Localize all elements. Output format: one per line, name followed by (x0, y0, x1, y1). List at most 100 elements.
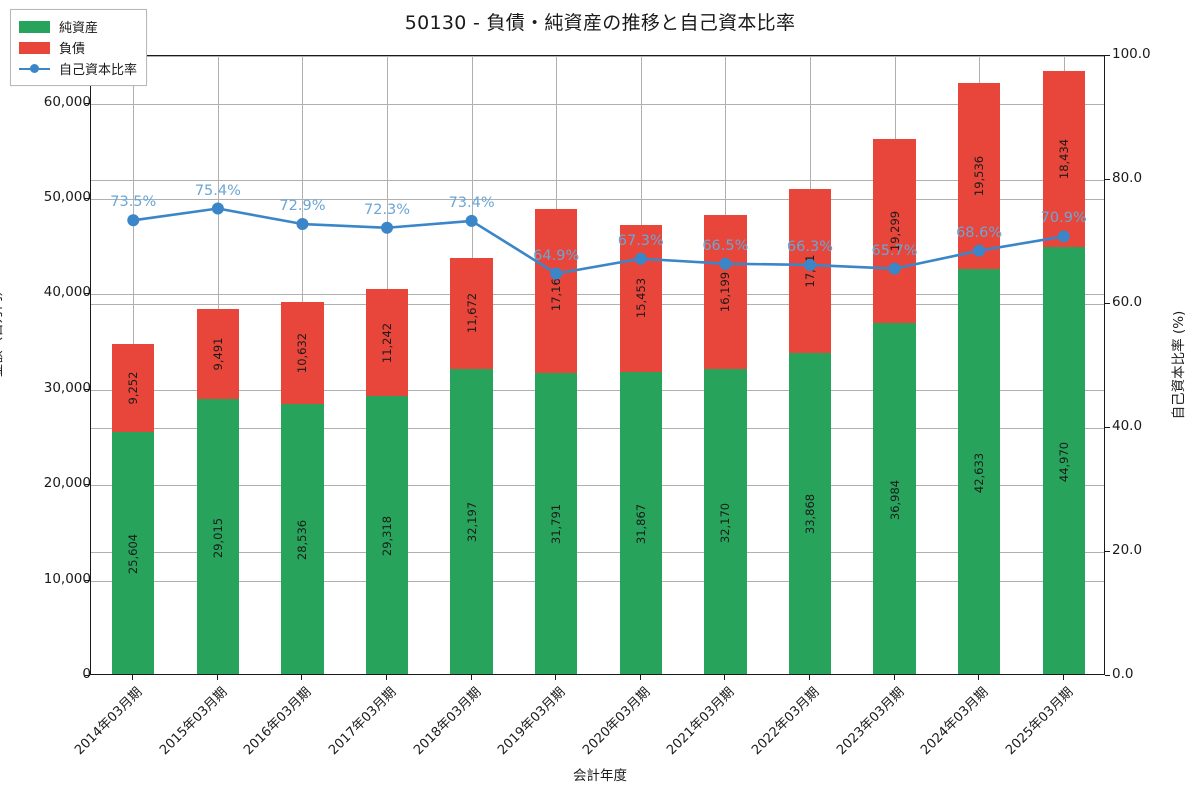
bar-segment-net-assets[interactable] (112, 431, 155, 674)
bar-segment-net-assets[interactable] (873, 323, 916, 674)
gridline-horizontal (91, 304, 1104, 305)
bar-segment-net-assets[interactable] (281, 403, 324, 674)
y-axis-tickmark-left (85, 579, 90, 581)
bar-segment-liabilities[interactable] (873, 139, 916, 324)
ratio-value-label: 70.9% (1040, 210, 1087, 227)
bar-segment-net-assets[interactable] (535, 372, 578, 674)
y-axis-tick-right: 80.0 (1112, 170, 1143, 186)
y-axis-tick-left: 40,000 (43, 284, 91, 301)
x-axis-tickmark (893, 675, 895, 680)
ratio-value-label: 75.4% (194, 182, 241, 199)
x-axis-tickmark (386, 675, 388, 680)
y-axis-label-left: 金額（百万円） (0, 282, 5, 378)
ratio-value-label: 66.3% (786, 238, 833, 255)
y-axis-tickmark-left (85, 102, 90, 104)
y-axis-tick-left: 30,000 (43, 379, 91, 396)
y-axis-tickmark-left (85, 293, 90, 295)
legend-line-marker-icon (19, 63, 50, 75)
bar-segment-net-assets[interactable] (619, 372, 662, 674)
ratio-value-label: 66.5% (702, 237, 749, 254)
bar-segment-net-assets[interactable] (1042, 247, 1085, 674)
bar-segment-liabilities[interactable] (957, 83, 1001, 270)
bar-segment-liabilities[interactable] (535, 209, 578, 373)
ratio-value-label: 72.3% (363, 201, 411, 218)
x-axis-tickmark (301, 675, 303, 680)
x-axis-label: 会計年度 (573, 768, 627, 784)
bar-segment-liabilities[interactable] (196, 308, 239, 400)
x-axis-tickmark (470, 675, 472, 680)
bar-segment-net-assets[interactable] (450, 368, 493, 674)
x-axis-tickmark (132, 675, 134, 680)
y-axis-tick-left: 20,000 (43, 475, 91, 492)
bar-segment-net-assets[interactable] (704, 369, 747, 674)
x-axis-tickmark (639, 675, 641, 680)
y-axis-tick-right: 100.0 (1112, 46, 1151, 62)
y-axis-tickmark-right (1105, 55, 1110, 56)
ratio-value-label: 65.7% (871, 242, 918, 259)
y-axis-tickmark-right (1105, 427, 1110, 428)
gridline-horizontal (91, 103, 1104, 105)
legend-item-label: 負債 (59, 42, 86, 57)
ratio-value-label: 68.6% (956, 224, 1003, 241)
legend-swatch-icon (19, 41, 50, 54)
y-axis-tickmark-right (1105, 303, 1110, 304)
plot-inner: 25,604 9,252 29,015 9,491 28,536 10,632 29,318… (91, 56, 1104, 674)
gridline-horizontal (91, 485, 1104, 487)
x-axis-tickmark (724, 675, 726, 680)
legend-item[interactable]: 自己資本比率 (19, 58, 137, 79)
ratio-value-label: 64.9% (533, 247, 580, 264)
bar-segment-net-assets[interactable] (788, 352, 832, 674)
x-axis-tickmark (555, 675, 557, 680)
gridline-horizontal (91, 552, 1104, 553)
y-axis-tickmark-left (85, 388, 90, 390)
y-axis-tick-right: 40.0 (1112, 418, 1143, 434)
y-axis-tick-left: 0 (82, 666, 91, 682)
ratio-line-path (133, 207, 1064, 275)
x-axis-tickmark (216, 675, 218, 680)
ratio-value-label: 67.3% (617, 232, 664, 249)
legend-item[interactable]: 負債 (19, 37, 137, 58)
gridline-horizontal (91, 199, 1104, 201)
y-axis-tick-left: 50,000 (43, 189, 91, 206)
y-axis-tick-left: 60,000 (43, 93, 91, 110)
y-axis-label-right: 自己資本比率 (%) (1171, 310, 1187, 420)
gridline-horizontal (91, 56, 1104, 57)
y-axis-tickmark-left (85, 198, 90, 200)
page-title: 50130 - 負債・純資産の推移と自己資本比率 (404, 12, 796, 34)
bar-segment-net-assets[interactable] (196, 399, 239, 674)
legend: 純資産負債自己資本比率 (10, 9, 148, 86)
bar-segment-liabilities[interactable] (281, 302, 324, 404)
legend-swatch-icon (19, 20, 50, 33)
legend-item[interactable]: 純資産 (19, 16, 137, 37)
y-axis-tick-right: 60.0 (1112, 294, 1143, 310)
legend-item-label: 自己資本比率 (59, 63, 138, 78)
gridline-horizontal (91, 428, 1104, 429)
ratio-value-label: 72.9% (279, 198, 326, 215)
y-axis-tick-right: 0.0 (1112, 666, 1134, 682)
bar-segment-liabilities[interactable] (788, 188, 832, 353)
y-axis-tickmark-left (85, 675, 90, 676)
y-axis-tickmark-right (1105, 675, 1110, 676)
y-axis-tickmark-right (1105, 179, 1110, 180)
ratio-value-label: 73.5% (110, 194, 157, 211)
y-axis-tick-left: 10,000 (43, 570, 91, 587)
gridline-horizontal (91, 294, 1104, 296)
y-axis-tickmark-left (85, 484, 90, 486)
bar-segment-net-assets[interactable] (957, 269, 1001, 674)
y-axis-tickmark-right (1105, 551, 1110, 552)
plot-area: 25,604 9,252 29,015 9,491 28,536 10,632 29,318… (90, 55, 1105, 675)
legend-item-label: 純資産 (59, 21, 99, 36)
y-axis-tick-right: 20.0 (1112, 542, 1143, 558)
bar-segment-liabilities[interactable] (112, 343, 155, 432)
gridline-horizontal (91, 580, 1104, 582)
ratio-value-label: 73.4% (448, 194, 495, 211)
bar-segment-net-assets[interactable] (365, 396, 409, 674)
bar-segment-liabilities[interactable] (450, 257, 493, 369)
x-axis-tickmark (978, 675, 980, 680)
x-axis-tickmark (808, 675, 810, 680)
gridline-horizontal (91, 180, 1104, 181)
x-axis-tickmark (1062, 675, 1064, 680)
bar-segment-liabilities[interactable] (365, 289, 409, 397)
gridline-horizontal (91, 389, 1104, 391)
